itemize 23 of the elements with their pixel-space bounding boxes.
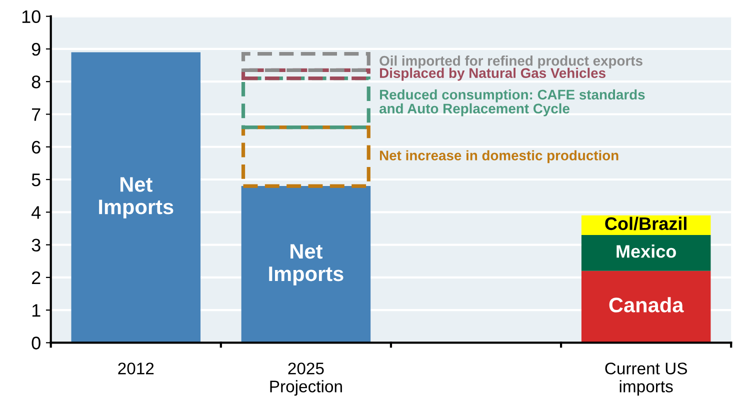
y-tick-label: 2 [32, 271, 40, 284]
y-tick-label: 3 [32, 238, 40, 252]
y-tick-label: 4 [32, 206, 41, 219]
series-label: Canada [609, 297, 684, 312]
x-tick-label: 2025 Projection [270, 362, 342, 396]
series-label: Net increase in domestic production [380, 150, 618, 164]
y-tick-label: 7 [32, 108, 40, 121]
y-tick-label: 5 [32, 174, 40, 186]
y-tick-label: 8 [32, 76, 40, 88]
series-label: Col/Brazil [605, 216, 686, 230]
y-tick-label: 9 [32, 42, 40, 56]
series-label: Displaced by Natural Gas Vehicles [380, 68, 606, 81]
y-tick-label: 6 [32, 140, 40, 154]
x-tick-label: Current US imports [605, 362, 687, 396]
y-tick-label: 10 [22, 10, 40, 24]
series-label: Net Imports [269, 244, 344, 286]
y-tick-label: 0 [32, 336, 40, 350]
series-label: Reduced consumption: CAFE standards and Auto Replacement Cycle [379, 89, 645, 116]
text: Net Imports [99, 177, 174, 218]
x-tick-label: 2012 [118, 362, 154, 374]
y-tick-label: 1 [32, 304, 40, 317]
series-label: Mexico [616, 244, 676, 258]
series-label: Oil imported for refined product exports [380, 56, 642, 68]
